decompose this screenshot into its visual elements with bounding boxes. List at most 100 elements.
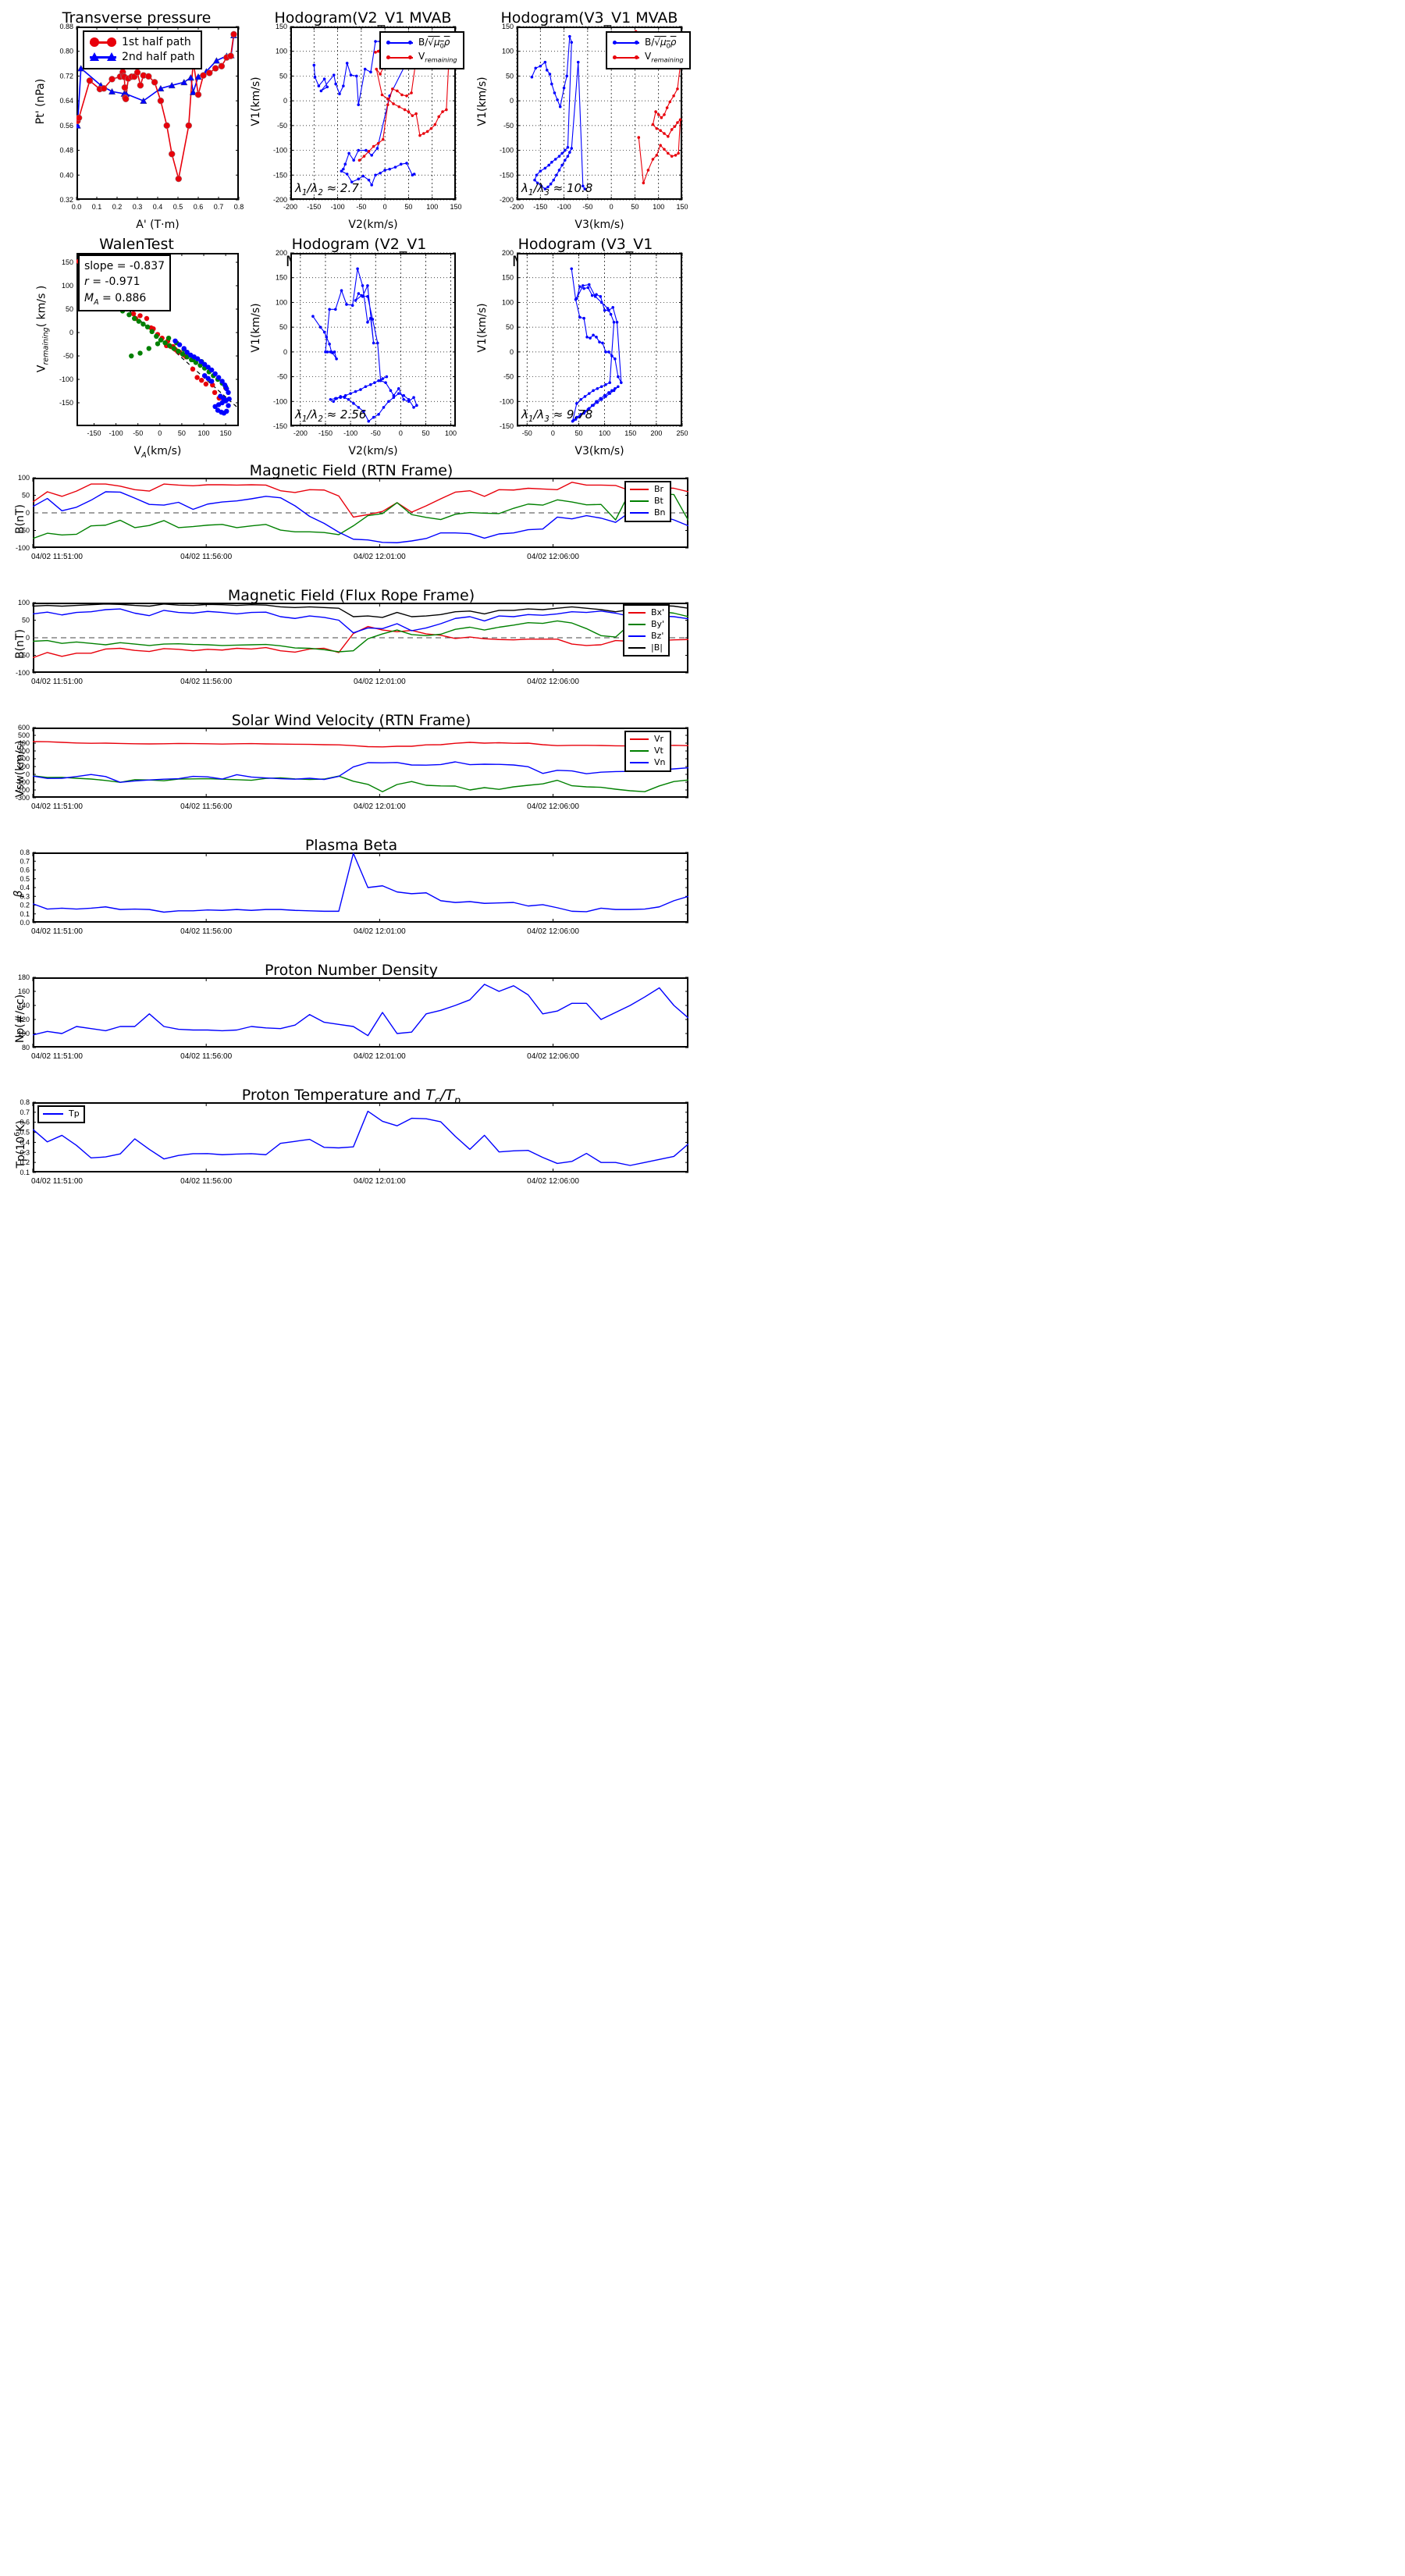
triangle-marker-icon bbox=[90, 52, 116, 62]
panel-title: WalenTest bbox=[99, 236, 174, 253]
svg-text:04/02 11:51:00: 04/02 11:51:00 bbox=[31, 927, 83, 936]
svg-text:-100: -100 bbox=[273, 147, 287, 155]
svg-text:-300: -300 bbox=[16, 794, 30, 802]
plot-canvas: 0.0 0.1 0.2 0.3 0.4 0.5 0.6 0.7 0.8 0.32 0.40 0.48 0… bbox=[59, 23, 244, 211]
svg-text:0.48: 0.48 bbox=[59, 147, 73, 155]
legend-label: Bz' bbox=[651, 630, 664, 641]
legend-label: Vn bbox=[654, 756, 666, 767]
panel-hodogram-v2v1-mvab: Hodogram(V2_V1 MVAB frame) -200-150-100-… bbox=[242, 8, 468, 231]
svg-text:150: 150 bbox=[502, 23, 514, 30]
svg-text:04/02 12:06:00: 04/02 12:06:00 bbox=[527, 553, 579, 561]
svg-text:50: 50 bbox=[404, 203, 412, 211]
legend-item-bz: Bz' bbox=[628, 631, 664, 642]
plot-canvas: 0.1 0.2 0.3 0.40.5 0.6 0.7 0.8 04/02 11:51:00 04… bbox=[20, 1098, 688, 1186]
legend-item-bmag: |B| bbox=[628, 642, 664, 654]
svg-text:100: 100 bbox=[502, 298, 514, 306]
svg-text:04/02 12:06:00: 04/02 12:06:00 bbox=[527, 1052, 579, 1061]
svg-text:0.5: 0.5 bbox=[173, 203, 183, 211]
eigenvalue-ratio-annotation: λ1/λ3 ≈ 9.78 bbox=[521, 407, 593, 424]
line-swatch-icon bbox=[630, 512, 649, 514]
line-swatch-icon bbox=[630, 500, 649, 503]
stat-ma: MA = 0.886 bbox=[84, 291, 147, 307]
svg-text:04/02 12:01:00: 04/02 12:01:00 bbox=[354, 802, 406, 811]
legend-label: Tp bbox=[69, 1108, 80, 1119]
svg-text:0.6: 0.6 bbox=[20, 1119, 30, 1126]
svg-text:-50: -50 bbox=[277, 373, 287, 381]
svg-text:0.7: 0.7 bbox=[20, 857, 30, 865]
line-swatch-icon bbox=[43, 1113, 63, 1115]
legend-item-br: Br bbox=[630, 484, 666, 496]
svg-text:-150: -150 bbox=[533, 203, 547, 211]
svg-text:0.40: 0.40 bbox=[59, 171, 73, 179]
legend-item-bt: Bt bbox=[630, 496, 666, 507]
svg-text:0.4: 0.4 bbox=[153, 203, 163, 211]
svg-text:200: 200 bbox=[502, 249, 514, 257]
legend-label: Bt bbox=[654, 495, 663, 506]
svg-text:-100: -100 bbox=[557, 203, 571, 211]
eigenvalue-ratio-annotation: λ1/λ2 ≈ 2.7 bbox=[295, 181, 359, 197]
legend: Vr Vt Vn bbox=[624, 731, 671, 772]
svg-text:100: 100 bbox=[426, 203, 438, 211]
panel-proton-temperature: Proton Temperature and Tc/Tp 0.1 0.2 0.3 0.… bbox=[0, 1087, 702, 1204]
legend: B/√μ0ρ Vremaining bbox=[379, 31, 464, 69]
svg-text:0.8: 0.8 bbox=[234, 203, 244, 211]
svg-text:-200: -200 bbox=[273, 196, 287, 204]
line-marker-icon bbox=[386, 37, 413, 48]
line-marker-icon bbox=[386, 52, 413, 63]
svg-text:400: 400 bbox=[18, 739, 30, 747]
svg-text:0.3: 0.3 bbox=[20, 1148, 30, 1156]
svg-text:-150: -150 bbox=[87, 429, 101, 437]
legend-label: Br bbox=[654, 484, 664, 494]
plot-frame bbox=[33, 1102, 688, 1172]
line-swatch-icon bbox=[628, 635, 646, 638]
panel-hodogram-v3v1-mvav: Hodogram (V3_V1 MVAVremaining frame) -50… bbox=[468, 234, 695, 457]
panel-plasma-beta: Plasma Beta 0.0 0.1 0.2 0.3 0.4 0.5 0.6 0.7 0.8 0… bbox=[0, 837, 702, 946]
plot-canvas: 0.00.10.2 0.30.40.50.60.70.8 04/02 11:51:0… bbox=[20, 849, 688, 936]
svg-text:150: 150 bbox=[220, 429, 232, 437]
line-swatch-icon bbox=[630, 750, 649, 753]
legend: Tp bbox=[37, 1105, 85, 1123]
y-axis-label: β bbox=[12, 890, 25, 898]
legend-label: B/√μ0ρ bbox=[645, 37, 677, 50]
y-axis-label: Tp(106K) bbox=[13, 1120, 27, 1169]
svg-text:100: 100 bbox=[62, 282, 73, 290]
panel-title: Magnetic Field (RTN Frame) bbox=[249, 462, 454, 479]
svg-text:100: 100 bbox=[198, 429, 210, 437]
line-swatch-icon bbox=[628, 646, 646, 649]
svg-text:04/02 12:01:00: 04/02 12:01:00 bbox=[354, 553, 406, 561]
legend-label: |B| bbox=[651, 642, 663, 653]
legend: Bx' By' Bz' |B| bbox=[623, 604, 670, 657]
svg-text:0.1: 0.1 bbox=[92, 203, 102, 211]
svg-text:04/02 12:06:00: 04/02 12:06:00 bbox=[527, 1177, 579, 1186]
svg-text:04/02 11:56:00: 04/02 11:56:00 bbox=[180, 678, 232, 686]
svg-text:0: 0 bbox=[283, 348, 287, 356]
svg-text:150: 150 bbox=[624, 429, 636, 437]
svg-text:-50: -50 bbox=[503, 373, 514, 381]
legend-item-vt: Vt bbox=[630, 745, 666, 757]
svg-text:0: 0 bbox=[383, 203, 387, 211]
x-axis-label: V3(km/s) bbox=[574, 219, 624, 231]
svg-text:0.88: 0.88 bbox=[59, 23, 73, 30]
svg-text:-150: -150 bbox=[500, 422, 514, 430]
panel-title: Transverse pressure bbox=[62, 9, 212, 27]
svg-text:04/02 12:01:00: 04/02 12:01:00 bbox=[354, 678, 406, 686]
svg-text:-100: -100 bbox=[16, 669, 30, 677]
svg-text:04/02 12:06:00: 04/02 12:06:00 bbox=[527, 678, 579, 686]
svg-text:04/02 12:06:00: 04/02 12:06:00 bbox=[527, 802, 579, 811]
svg-text:-50: -50 bbox=[20, 652, 30, 660]
svg-text:0.72: 0.72 bbox=[59, 72, 73, 80]
panel-transverse-pressure: Transverse pressure 0.0 0.1 0.2 0.3 0.4 0.5 0.… bbox=[31, 8, 244, 231]
svg-text:-150: -150 bbox=[59, 399, 73, 407]
svg-text:50: 50 bbox=[279, 323, 287, 331]
svg-text:-150: -150 bbox=[273, 422, 287, 430]
svg-text:-50: -50 bbox=[371, 429, 381, 437]
svg-text:0.2: 0.2 bbox=[112, 203, 123, 211]
svg-text:100: 100 bbox=[18, 599, 30, 607]
svg-text:0.7: 0.7 bbox=[214, 203, 224, 211]
eigenvalue-ratio-annotation: λ1/λ3 ≈ 10.8 bbox=[521, 181, 593, 197]
svg-text:100: 100 bbox=[653, 203, 664, 211]
svg-text:-150: -150 bbox=[500, 171, 514, 179]
svg-text:100: 100 bbox=[502, 48, 514, 55]
legend-item-by: By' bbox=[628, 619, 664, 631]
